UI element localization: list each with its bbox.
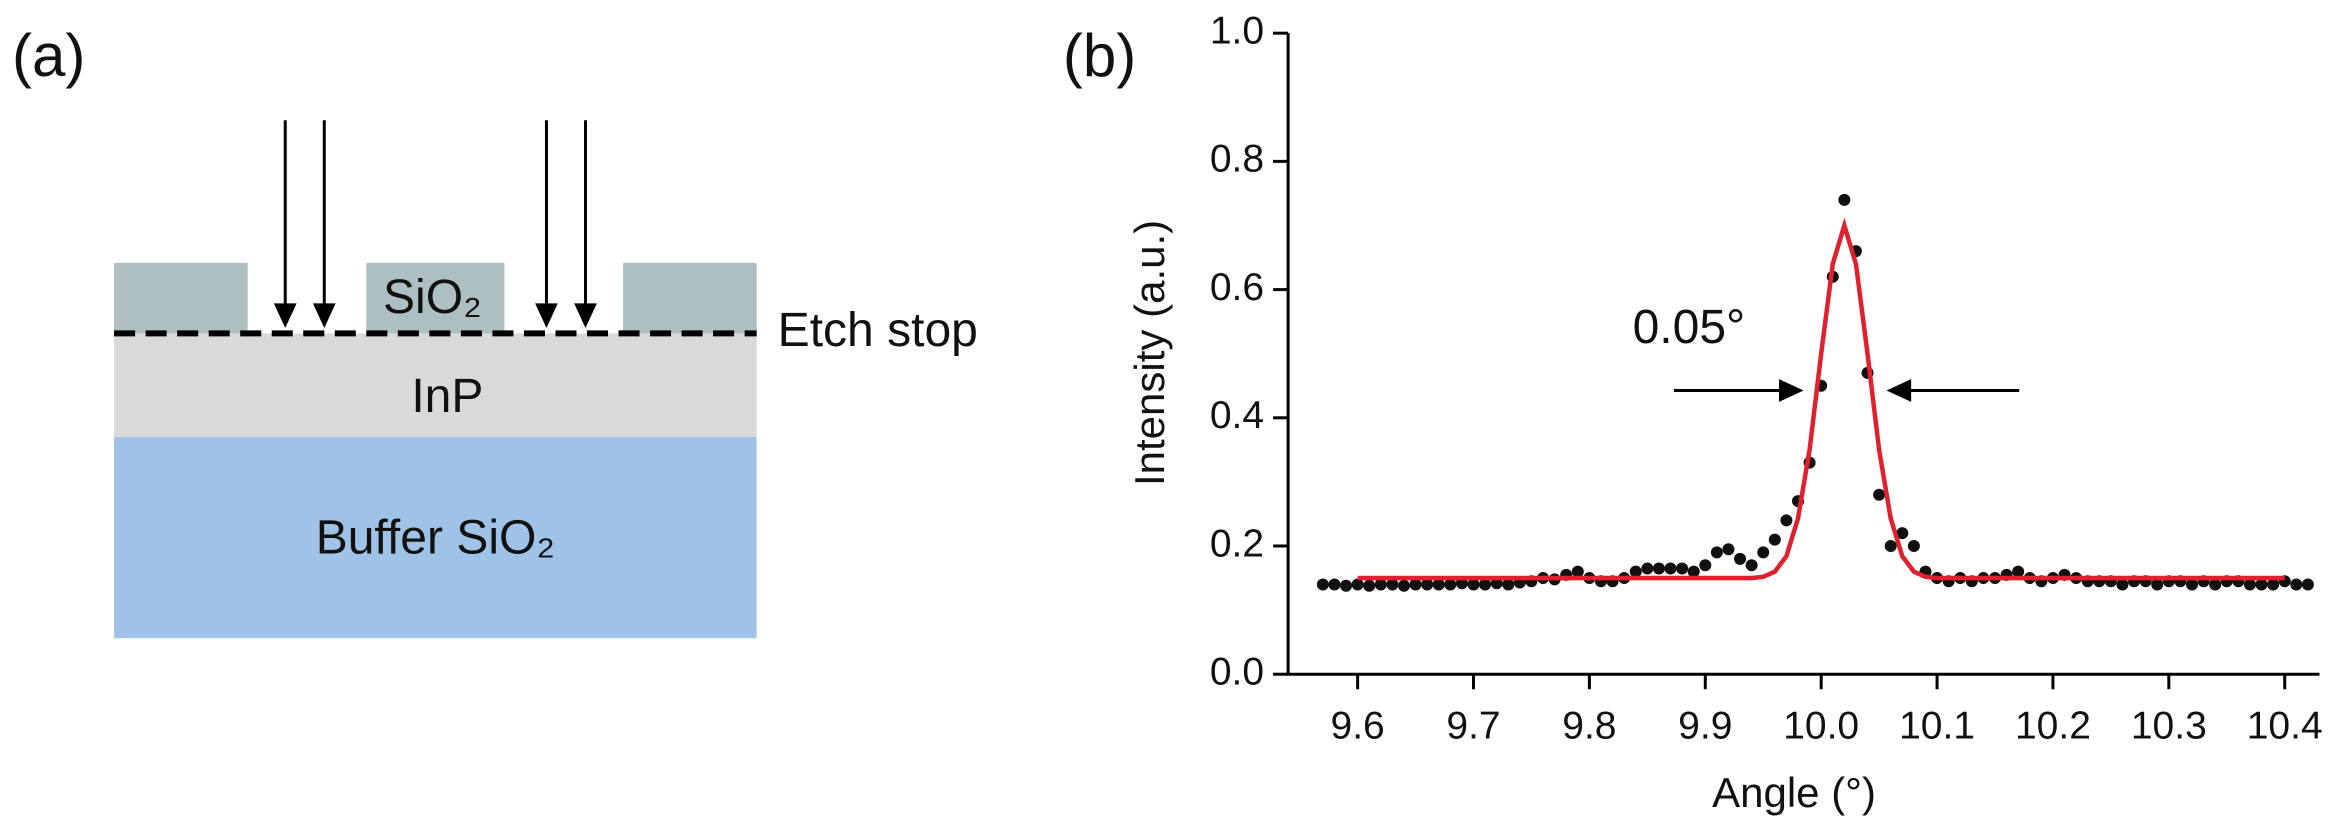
data-point [1873, 488, 1886, 501]
data-point [1629, 565, 1642, 578]
data-point [2267, 578, 2280, 591]
data-point [1896, 527, 1909, 540]
data-point [1907, 540, 1920, 553]
data-point [1699, 559, 1712, 572]
data-point [1687, 565, 1700, 578]
data-point [1780, 514, 1793, 527]
data-point [1768, 533, 1781, 546]
plot: Angle (°) Intensity (a.u.) 0.05° 0.0 0.2 0… [1126, 9, 2323, 815]
y-tick-label: 0.4 [1210, 394, 1264, 437]
data-point [1884, 540, 1897, 553]
x-tick-label: 10.0 [1783, 705, 1859, 748]
data-point [1444, 578, 1457, 591]
x-tick-label: 9.8 [1562, 705, 1616, 748]
data-point [2012, 565, 2025, 578]
data-point [2255, 578, 2268, 591]
inp-layer [114, 333, 757, 438]
y-tick-label: 0.0 [1210, 651, 1264, 694]
data-point [1757, 546, 1770, 559]
data-point [1710, 546, 1723, 559]
width-arrows [1673, 379, 2020, 402]
data-point [1676, 562, 1689, 575]
data-point [1467, 578, 1480, 591]
data-point [2116, 578, 2129, 591]
data-point [2290, 578, 2303, 591]
diagram: SiO₂ InP Buffer SiO₂ Etch stop [114, 120, 978, 639]
data-point [1479, 578, 1492, 591]
data-point [1664, 562, 1677, 575]
etch-stop-label: Etch stop [778, 304, 978, 357]
y-tick-label: 0.8 [1210, 138, 1264, 181]
y-axis-title: Intensity (a.u.) [1126, 220, 1173, 486]
data-point [1328, 578, 1341, 591]
panel-label: (b) [1063, 22, 1136, 89]
data-point [1722, 543, 1735, 556]
layer-label: SiO₂ [383, 271, 482, 324]
layer-label: InP [411, 370, 483, 423]
data-point [1351, 578, 1364, 591]
y-tick-label: 0.6 [1210, 266, 1264, 309]
data-point [1363, 579, 1376, 592]
data-point [1838, 193, 1851, 206]
data-point [1340, 579, 1353, 592]
data-point [1374, 578, 1387, 591]
panel-label: (a) [12, 22, 85, 89]
data-point [1502, 578, 1515, 591]
data-point [2209, 578, 2222, 591]
data-point [1386, 578, 1399, 591]
arrows [273, 120, 597, 329]
buffer-layer [114, 437, 757, 639]
data-point [1397, 579, 1410, 592]
fit-line [1357, 217, 2285, 581]
sio2-block [114, 262, 248, 334]
x-tick-label: 10.3 [2131, 705, 2207, 748]
x-tick-label: 9.7 [1446, 705, 1500, 748]
sio2-block [623, 262, 757, 334]
data-point [2243, 578, 2256, 591]
data-point [2151, 578, 2164, 591]
x-tick-label: 9.6 [1331, 705, 1385, 748]
x-tick-label: 10.2 [2015, 705, 2091, 748]
sio2-block [366, 262, 505, 334]
data-point [1652, 562, 1665, 575]
data-point [1745, 559, 1758, 572]
data-point [2301, 578, 2314, 591]
x-axis-title: Angle (°) [1712, 769, 1876, 816]
data-point [2185, 578, 2199, 591]
y-tick-label: 1.0 [1210, 9, 1264, 52]
x-tick-label: 10.1 [1899, 705, 1975, 748]
data-point [1432, 578, 1445, 591]
data-point [1571, 565, 1584, 578]
y-tick-label: 0.2 [1210, 522, 1264, 565]
x-tick-label: 10.4 [2247, 705, 2323, 748]
data-point [1734, 552, 1747, 565]
x-tick-label: 9.9 [1678, 705, 1732, 748]
data-point [1409, 578, 1422, 591]
data-point [1316, 578, 1329, 591]
layer-label: Buffer SiO₂ [316, 511, 555, 564]
data-point [1421, 578, 1434, 591]
annotation: 0.05° [1633, 301, 1746, 354]
data-point [1641, 562, 1654, 575]
